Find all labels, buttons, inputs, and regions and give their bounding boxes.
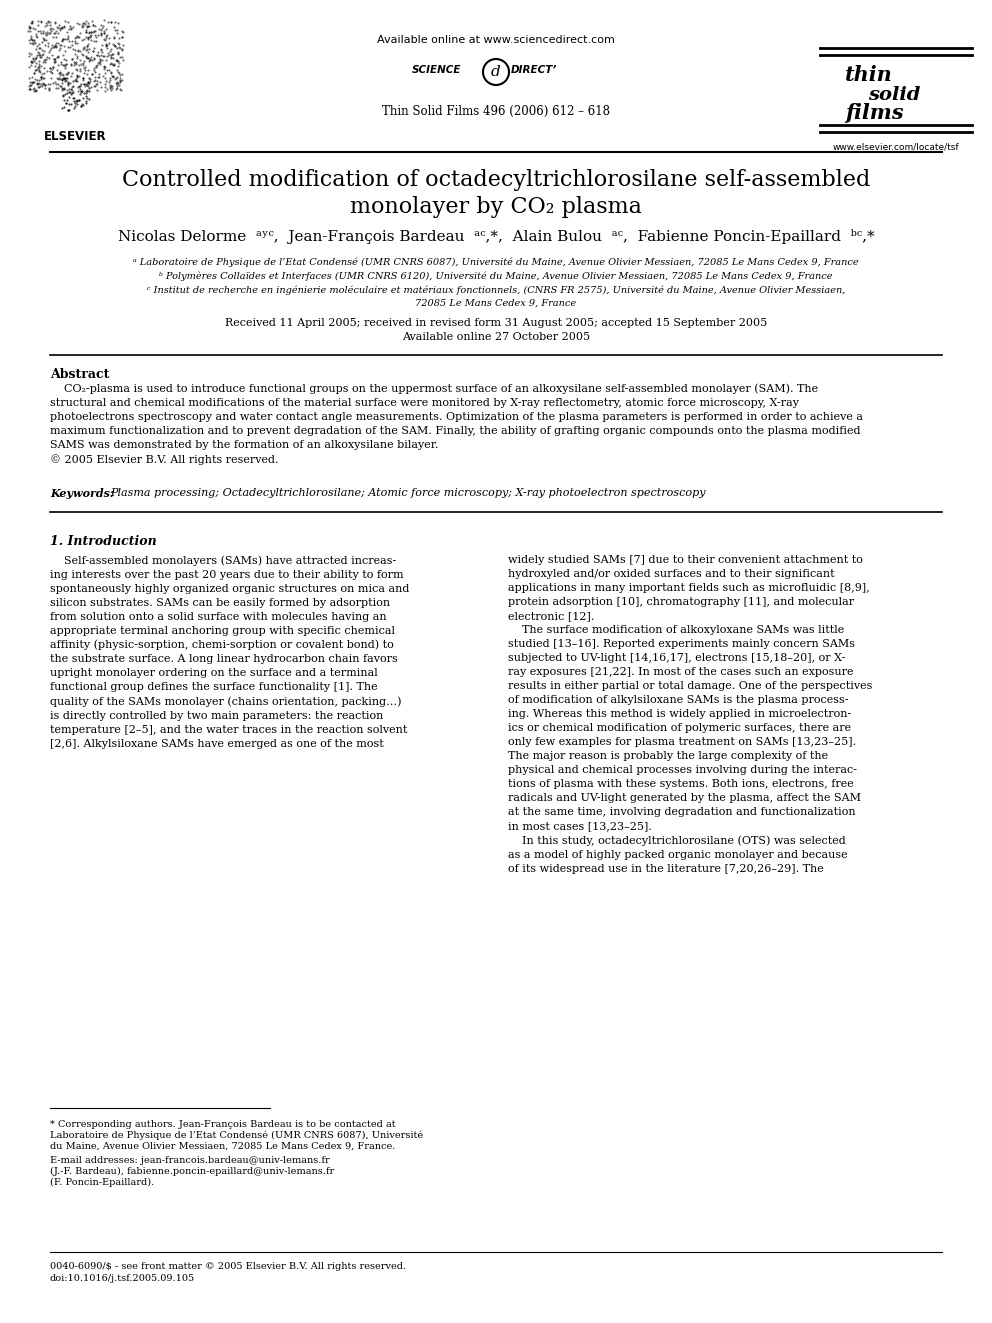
Text: solid: solid — [868, 86, 921, 105]
Text: DIRECT’: DIRECT’ — [511, 65, 558, 75]
Text: (J.-F. Bardeau), fabienne.poncin-epaillard@univ-lemans.fr: (J.-F. Bardeau), fabienne.poncin-epailla… — [50, 1167, 334, 1176]
Text: doi:10.1016/j.tsf.2005.09.105: doi:10.1016/j.tsf.2005.09.105 — [50, 1274, 195, 1283]
Text: ᶜ Institut de recherche en ingénierie moléculaire et matériaux fonctionnels, (CN: ᶜ Institut de recherche en ingénierie mo… — [147, 286, 845, 295]
Text: Controlled modification of octadecyltrichlorosilane self-assembled: Controlled modification of octadecyltric… — [122, 169, 870, 191]
Text: monolayer by CO₂ plasma: monolayer by CO₂ plasma — [350, 196, 642, 218]
Text: 0040-6090/$ - see front matter © 2005 Elsevier B.V. All rights reserved.: 0040-6090/$ - see front matter © 2005 El… — [50, 1262, 406, 1271]
Text: (F. Poncin-Epaillard).: (F. Poncin-Epaillard). — [50, 1177, 154, 1187]
Text: Keywords:: Keywords: — [50, 488, 114, 499]
Text: Plasma processing; Octadecyltrichlorosilane; Atomic force microscopy; X-ray phot: Plasma processing; Octadecyltrichlorosil… — [110, 488, 705, 497]
Text: ELSEVIER: ELSEVIER — [45, 130, 107, 143]
Text: Nicolas Delorme  ᵃʸᶜ,  Jean-François Bardeau  ᵃᶜ,*,  Alain Bulou  ᵃᶜ,  Fabienne : Nicolas Delorme ᵃʸᶜ, Jean-François Barde… — [118, 229, 874, 245]
Text: E-mail addresses: jean-francois.bardeau@univ-lemans.fr: E-mail addresses: jean-francois.bardeau@… — [50, 1156, 329, 1166]
Text: Self-assembled monolayers (SAMs) have attracted increas-
ing interests over the : Self-assembled monolayers (SAMs) have at… — [50, 556, 410, 749]
Text: ᵇ Polymères Collaïdes et Interfaces (UMR CNRS 6120), Université du Maine, Avenue: ᵇ Polymères Collaïdes et Interfaces (UMR… — [160, 271, 832, 280]
Text: * Corresponding authors. Jean-François Bardeau is to be contacted at: * Corresponding authors. Jean-François B… — [50, 1121, 396, 1129]
Text: thin: thin — [845, 65, 893, 85]
Text: www.elsevier.com/locate/tsf: www.elsevier.com/locate/tsf — [832, 143, 959, 152]
Text: Abstract: Abstract — [50, 368, 109, 381]
Text: widely studied SAMs [7] due to their convenient attachment to
hydroxyled and/or : widely studied SAMs [7] due to their con… — [508, 556, 872, 875]
Text: films: films — [845, 103, 904, 123]
Text: Laboratoire de Physique de l’Etat Condensé (UMR CNRS 6087), Université: Laboratoire de Physique de l’Etat Conden… — [50, 1131, 424, 1140]
Text: ᵃ Laboratoire de Physique de l’Etat Condensé (UMR CNRS 6087), Université du Main: ᵃ Laboratoire de Physique de l’Etat Cond… — [133, 257, 859, 267]
Text: 72085 Le Mans Cedex 9, France: 72085 Le Mans Cedex 9, France — [416, 299, 576, 307]
Text: du Maine, Avenue Olivier Messiaen, 72085 Le Mans Cedex 9, France.: du Maine, Avenue Olivier Messiaen, 72085… — [50, 1142, 396, 1151]
Text: CO₂-plasma is used to introduce functional groups on the uppermost surface of an: CO₂-plasma is used to introduce function… — [50, 382, 863, 464]
Text: Available online at www.sciencedirect.com: Available online at www.sciencedirect.co… — [377, 34, 615, 45]
Text: SCIENCE: SCIENCE — [412, 65, 461, 75]
Text: Received 11 April 2005; received in revised form 31 August 2005; accepted 15 Sep: Received 11 April 2005; received in revi… — [225, 318, 767, 328]
Text: d: d — [491, 65, 501, 79]
Text: Available online 27 October 2005: Available online 27 October 2005 — [402, 332, 590, 343]
Text: 1. Introduction: 1. Introduction — [50, 534, 157, 548]
Text: Thin Solid Films 496 (2006) 612 – 618: Thin Solid Films 496 (2006) 612 – 618 — [382, 105, 610, 118]
